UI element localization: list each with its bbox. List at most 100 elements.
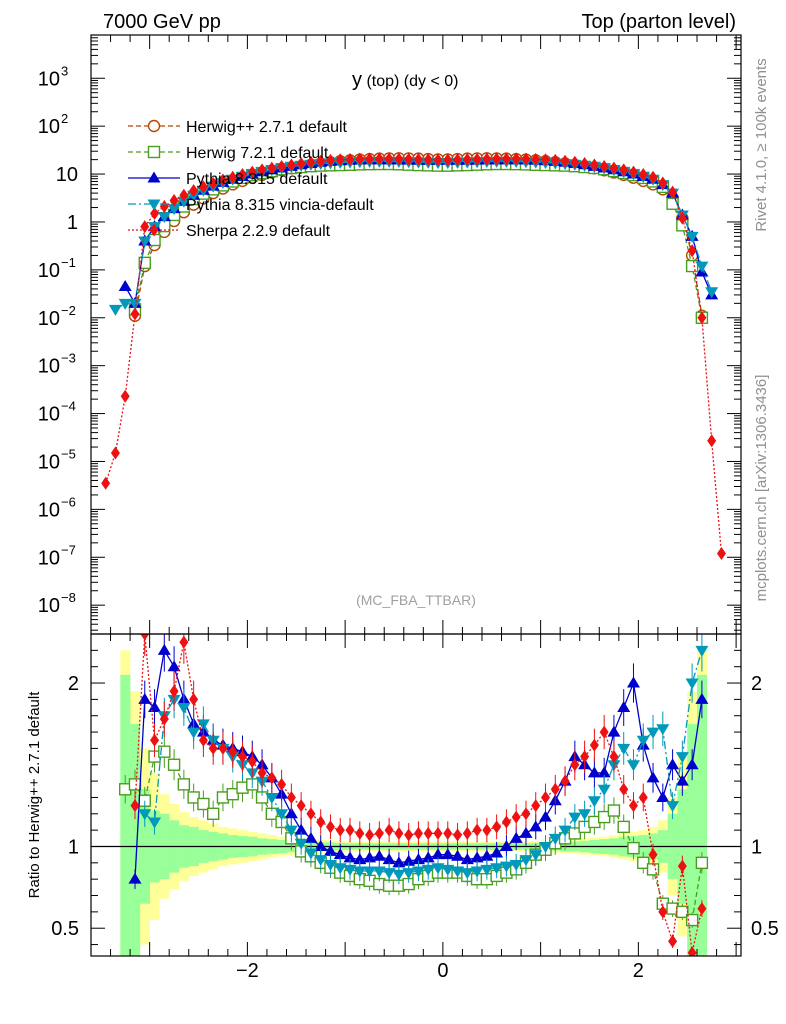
series-5-point <box>394 152 404 166</box>
ratio-series-1-point <box>187 791 200 804</box>
legend-marker <box>147 171 161 183</box>
ratio-series-4-point <box>482 823 492 837</box>
ratio-series-3-point <box>392 869 406 881</box>
ratio-series-3-point <box>431 863 445 875</box>
series-5-point <box>619 163 629 177</box>
ratio-series-1-point <box>128 778 142 791</box>
ratio-series-4-point <box>267 771 277 785</box>
ratio-band-green <box>687 723 698 956</box>
ratio-series-2-point <box>343 851 357 863</box>
series-5-point <box>599 159 609 173</box>
ratio-band-green <box>120 674 131 956</box>
ratio-series-2-point <box>685 758 699 770</box>
ratio-series-4-point <box>433 826 443 840</box>
legend-marker <box>147 119 161 133</box>
series-5-point <box>707 434 717 448</box>
ratio-series-4-point <box>247 754 257 768</box>
ratio-series-4-point <box>394 826 404 840</box>
ratio-series-2-point <box>167 660 181 672</box>
legend-marker <box>149 223 159 237</box>
ratio-series-2-point <box>148 701 162 713</box>
ratio-panel-frame <box>90 633 742 957</box>
series-5-point <box>677 211 687 225</box>
ratio-series-3-point <box>187 727 201 739</box>
ratio-band-green <box>697 674 708 956</box>
top-y-tick-label: 10 <box>38 308 60 330</box>
ratio-series-3-point <box>509 859 523 871</box>
series-5-point <box>140 220 150 234</box>
ratio-series-3-point <box>177 703 191 715</box>
ratio-series-3-point <box>265 792 279 804</box>
series-2-point <box>138 256 151 270</box>
top-y-tick-exponent: −8 <box>61 590 76 605</box>
ratio-series-3-point <box>372 866 386 878</box>
series-5-point <box>101 476 111 490</box>
series-5-point <box>228 170 238 184</box>
series-5-point <box>521 152 531 166</box>
series-5-point <box>316 154 326 168</box>
top-y-tick-label: 10 <box>38 451 60 473</box>
series-5-point <box>541 153 551 167</box>
ratio-series-4-point <box>570 758 580 772</box>
ratio-series-2-point <box>284 807 298 819</box>
top-y-tick-exponent: 3 <box>61 63 68 78</box>
ratio-y-axis: 0.5 0.5 1 1 2 2 <box>51 649 779 946</box>
ratio-series-4-point <box>668 934 678 948</box>
ratio-series-1-point <box>627 841 640 855</box>
ratio-series-4-point <box>198 733 208 747</box>
series-5-point <box>511 152 521 166</box>
ratio-series-2-point <box>490 846 504 858</box>
legend-label: Pythia 8.315 vincia-default <box>186 197 374 214</box>
ratio-series-2-point <box>323 844 337 856</box>
ratio-series-2-point <box>128 872 142 884</box>
ratio-series-3-point <box>587 796 601 808</box>
series-5-point <box>198 180 208 194</box>
ratio-series-2-point <box>411 853 425 865</box>
ratio-series-3-point <box>451 866 465 878</box>
series-4-point <box>705 287 719 299</box>
ratio-series-2-point <box>675 774 689 786</box>
ratio-series-2-point <box>441 848 455 860</box>
ratio-y-tick-label: 1 <box>68 836 79 858</box>
ratio-series-4-point <box>335 823 345 837</box>
ratio-series-4-point <box>521 807 531 821</box>
top-y-tick-label: 10 <box>38 116 60 138</box>
ratio-series-4-point <box>501 815 511 829</box>
chart-title-rest: (top) (dy < 0) <box>362 73 458 90</box>
ratio-series-4-point <box>609 750 619 764</box>
series-5-point <box>277 159 287 173</box>
ratio-series-4-point <box>628 799 638 813</box>
series-5-point <box>306 155 316 169</box>
ratio-series-4-point <box>443 826 453 840</box>
top-y-tick-exponent: −2 <box>61 303 76 318</box>
ratio-series-2-point <box>587 766 601 778</box>
series-5-point <box>384 152 394 166</box>
ratio-series-3-point <box>284 825 298 837</box>
x-tick-label: 0 <box>437 960 448 982</box>
series-5-point <box>286 158 296 172</box>
ratio-series-3-point <box>480 864 494 876</box>
series-4-point <box>167 204 181 216</box>
ratio-series-4-point <box>159 712 169 726</box>
ratio-series-3-point <box>617 743 631 755</box>
ratio-series-4-point <box>179 635 189 649</box>
ratio-series-2-point <box>480 849 494 861</box>
series-5-point <box>238 167 248 181</box>
ratio-series-3-point <box>656 724 670 736</box>
series-5-point <box>560 154 570 168</box>
mcplots-url-label: mcplots.cern.ch [arXiv:1306.3436] <box>753 375 770 602</box>
ratio-series-4-point <box>697 902 707 916</box>
ratio-series-3-point <box>382 868 396 880</box>
ratio-series-2-point <box>363 851 377 863</box>
top-y-tick-exponent: −7 <box>61 542 76 557</box>
ratio-series-2-point <box>431 848 445 860</box>
ratio-series-2-point <box>529 820 543 832</box>
ratio-series-2-point <box>646 771 660 783</box>
series-4-point <box>108 304 122 316</box>
ratio-series-3-point <box>363 866 377 878</box>
series-5-point <box>423 153 433 167</box>
ratio-series-4-point <box>296 799 306 813</box>
series-5-point <box>247 165 257 179</box>
